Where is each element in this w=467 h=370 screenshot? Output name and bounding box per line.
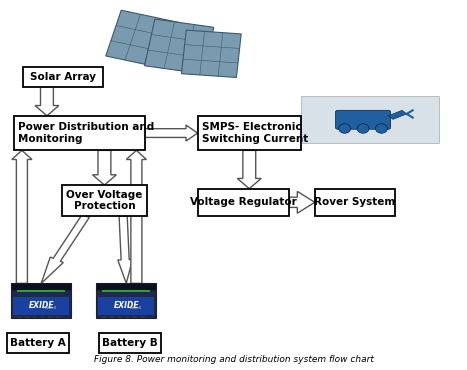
FancyBboxPatch shape [11,283,71,318]
Polygon shape [12,150,32,283]
FancyBboxPatch shape [23,67,103,87]
FancyBboxPatch shape [99,333,161,353]
Polygon shape [145,125,198,141]
FancyBboxPatch shape [56,316,60,318]
FancyBboxPatch shape [13,297,69,314]
Text: Rover System: Rover System [314,197,396,207]
FancyBboxPatch shape [102,316,106,318]
FancyBboxPatch shape [301,96,439,143]
Text: Battery B: Battery B [102,338,157,348]
FancyBboxPatch shape [198,116,301,150]
FancyBboxPatch shape [134,316,137,318]
Text: Power Distribution and
Monitoring: Power Distribution and Monitoring [18,122,155,144]
FancyBboxPatch shape [33,316,36,318]
FancyBboxPatch shape [62,185,147,216]
Text: Voltage Regulator: Voltage Regulator [190,197,297,207]
Text: Battery A: Battery A [10,338,66,348]
Text: EXIDE: EXIDE [113,301,139,310]
Circle shape [339,124,351,133]
Circle shape [357,124,369,133]
FancyBboxPatch shape [141,316,145,318]
Polygon shape [144,19,214,74]
FancyBboxPatch shape [335,110,391,129]
FancyBboxPatch shape [118,316,121,318]
FancyBboxPatch shape [110,316,113,318]
Polygon shape [35,87,59,116]
Polygon shape [290,191,315,213]
FancyBboxPatch shape [14,116,145,150]
FancyBboxPatch shape [11,283,71,290]
Polygon shape [118,216,133,283]
FancyBboxPatch shape [98,297,155,314]
Text: EXIDE: EXIDE [28,301,54,310]
Polygon shape [126,150,147,283]
Polygon shape [92,150,116,185]
FancyBboxPatch shape [7,333,69,353]
FancyBboxPatch shape [25,316,28,318]
Text: SMPS- Electronic
Switching Current: SMPS- Electronic Switching Current [202,122,308,144]
FancyBboxPatch shape [198,189,290,216]
FancyBboxPatch shape [315,189,395,216]
Text: Excell: Excell [129,306,141,310]
Polygon shape [182,30,241,77]
FancyBboxPatch shape [41,316,44,318]
Text: Over Voltage
Protection: Over Voltage Protection [66,190,142,211]
Polygon shape [389,110,407,120]
Text: Solar Array: Solar Array [30,71,96,81]
Circle shape [375,124,388,133]
FancyBboxPatch shape [49,316,52,318]
FancyBboxPatch shape [102,290,150,292]
Polygon shape [41,215,89,283]
Polygon shape [237,150,261,189]
FancyBboxPatch shape [126,316,129,318]
FancyBboxPatch shape [17,316,21,318]
Text: Excell: Excell [44,306,56,310]
Polygon shape [106,10,179,68]
FancyBboxPatch shape [96,283,156,290]
FancyBboxPatch shape [17,290,65,292]
FancyBboxPatch shape [96,283,156,318]
Text: Figure 8. Power monitoring and distribution system flow chart: Figure 8. Power monitoring and distribut… [94,354,374,364]
